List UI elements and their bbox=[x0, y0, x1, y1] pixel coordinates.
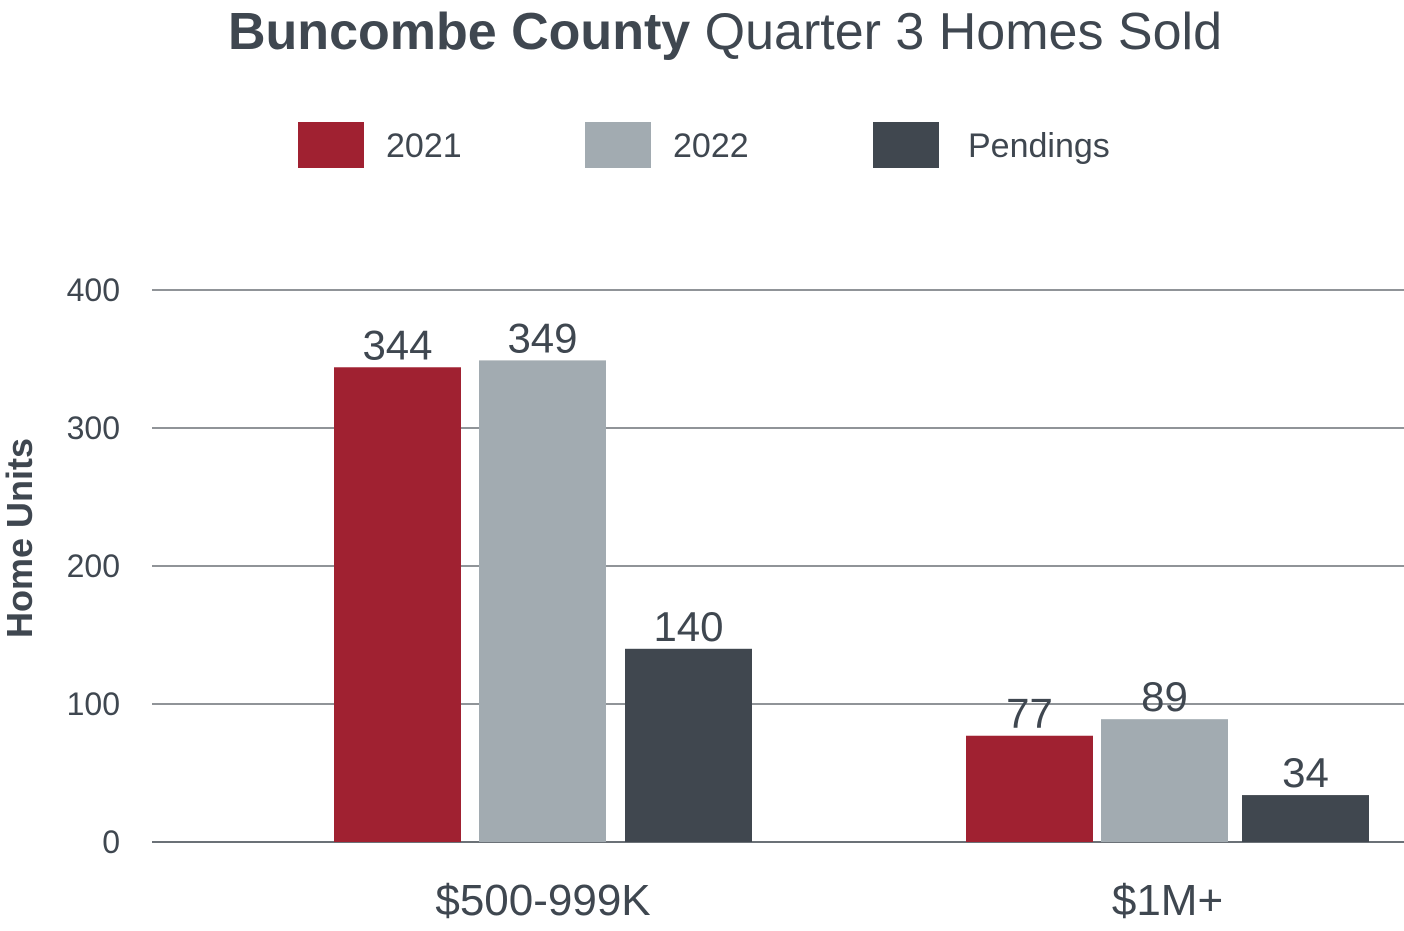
legend-label-2021: 2021 bbox=[386, 127, 462, 165]
bar-2022-1 bbox=[1101, 719, 1228, 842]
x-category-label-0: $500-999K bbox=[435, 876, 650, 925]
bar-2022-0 bbox=[479, 360, 606, 842]
bar-value-label-2021-0: 344 bbox=[362, 321, 432, 368]
legend-swatch-pendings bbox=[873, 122, 939, 168]
y-tick-label-0: 0 bbox=[102, 824, 120, 860]
y-tick-label-300: 300 bbox=[67, 410, 120, 446]
y-tick-label-400: 400 bbox=[67, 272, 120, 308]
chart-title-bold: Buncombe County bbox=[227, 3, 691, 61]
chart-title-light: Quarter 3 Homes Sold bbox=[704, 3, 1222, 61]
bar-value-label-2022-1: 89 bbox=[1141, 673, 1188, 720]
legend-label-2022: 2022 bbox=[673, 127, 749, 165]
bar-2021-0 bbox=[334, 367, 461, 842]
legend-swatch-2022 bbox=[585, 122, 651, 168]
chart-legend: 2021 2022 Pendings bbox=[0, 122, 1404, 170]
x-category-label-1: $1M+ bbox=[1112, 876, 1223, 925]
bar-value-label-pendings-1: 34 bbox=[1282, 749, 1329, 796]
bar-value-label-2021-1: 77 bbox=[1006, 690, 1053, 737]
y-tick-label-100: 100 bbox=[67, 686, 120, 722]
bar-value-label-pendings-0: 140 bbox=[653, 603, 723, 650]
bar-pendings-0 bbox=[625, 648, 752, 842]
bar-2021-1 bbox=[966, 735, 1093, 842]
bar-pendings-1 bbox=[1242, 795, 1369, 842]
legend-label-pendings: Pendings bbox=[968, 127, 1110, 165]
legend-swatch-2021 bbox=[298, 122, 364, 168]
bar-value-label-2022-0: 349 bbox=[507, 314, 577, 361]
chart-title: Buncombe County Quarter 3 Homes Sold bbox=[0, 0, 1404, 64]
y-tick-label-200: 200 bbox=[67, 548, 120, 584]
